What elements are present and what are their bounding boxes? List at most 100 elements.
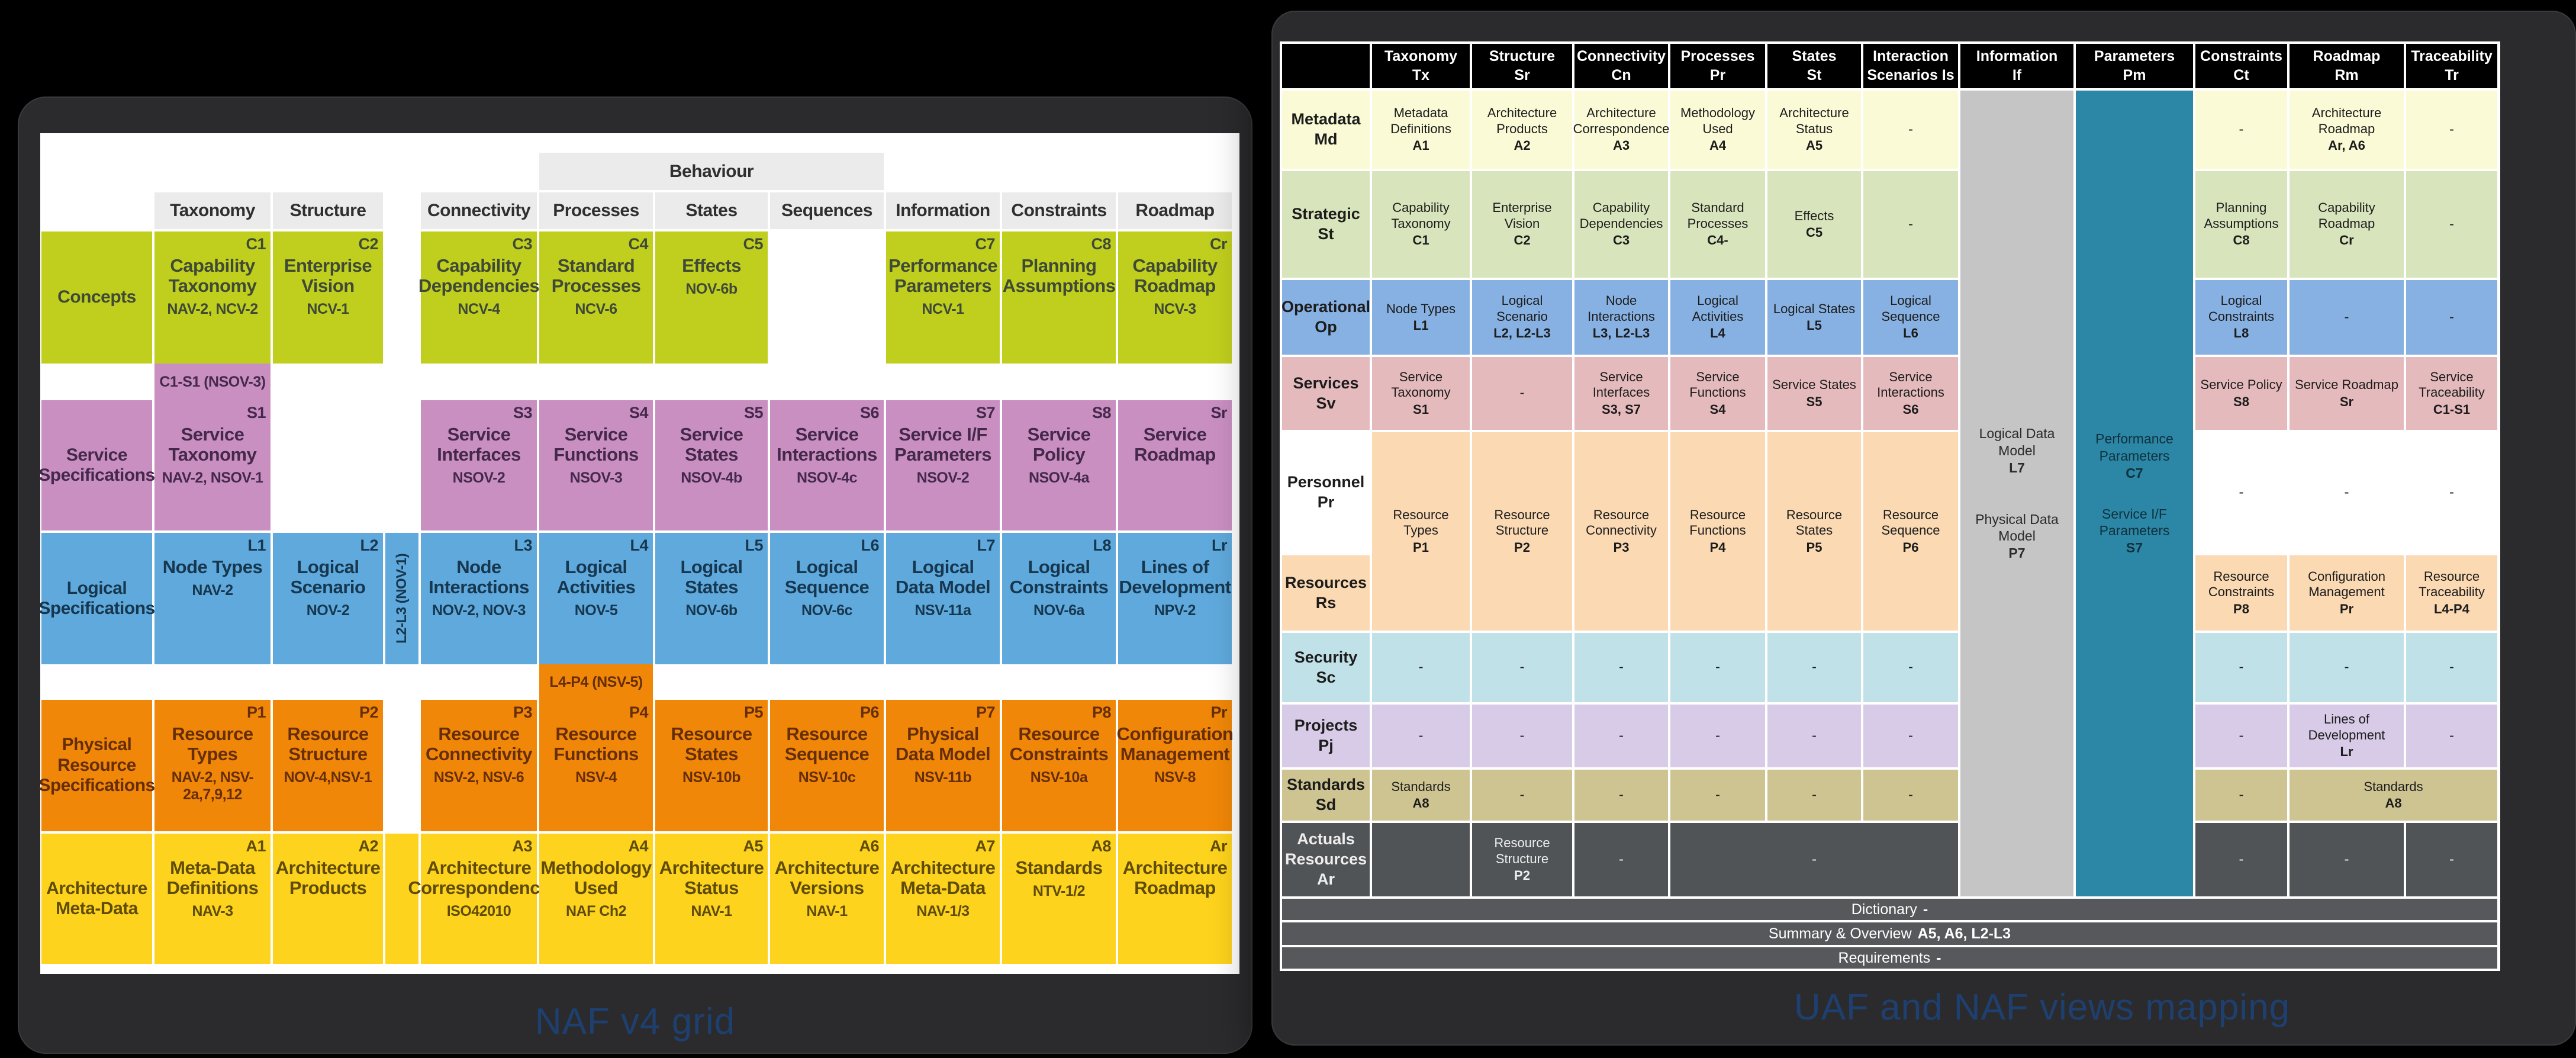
right-col-header-constraints: Constraints Ct — [2195, 44, 2287, 88]
cell-title: Capability Dependencies — [418, 255, 540, 297]
left-cell-service-sequences: S6 Service Interactions NSOV-4c — [770, 400, 884, 530]
cell-code: S5 — [743, 404, 764, 422]
right-cell-pj-constraints: - — [2195, 705, 2287, 767]
cell-code: L1 — [247, 536, 266, 554]
cell-title: Resource Connectivity — [1586, 507, 1657, 538]
left-col-header-sequences: Sequences — [770, 192, 884, 229]
footer-codes: - — [1923, 901, 1928, 918]
cell-title: Service Policy — [2200, 377, 2282, 393]
cell-code: C8 — [2233, 233, 2250, 248]
right-cell-op-roadmap: - — [2290, 280, 2404, 355]
header-name: States — [1792, 48, 1837, 65]
cell-code: P7 — [975, 703, 996, 721]
left-cell-service-taxonomy: S1 Service Taxonomy NAV-2, NSOV-1 — [154, 400, 271, 530]
right-cell-sv-connectivity: Service Interfaces S3, S7 — [1574, 357, 1668, 430]
cell-code: P2 — [359, 703, 379, 721]
left-cell-physical-roadmap: Pr Configuration Management NSV-8 — [1117, 700, 1234, 831]
right-row-label-sv: Services Sv — [1282, 357, 1370, 430]
cell-code: P1 — [246, 703, 266, 721]
right-cell-sc-roadmap: - — [2290, 633, 2404, 702]
cell-code: S3 — [513, 404, 533, 422]
left-cell-meta-states: A5 Architecture Status NAV-1 — [655, 834, 768, 964]
right-cell-ar-constraints: - — [2195, 823, 2287, 896]
right-cell-op-taxonomy: Node Types L1 — [1372, 280, 1470, 355]
right-cell-sc-taxonomy: - — [1372, 633, 1470, 702]
cell-title: Service Interfaces — [437, 424, 521, 465]
right-cell-sd-constraints: - — [2195, 770, 2287, 821]
cell-subcode: NAV-2, NSOV-1 — [162, 469, 263, 487]
cell-title: Standard Processes — [1687, 200, 1749, 231]
cell-title: Enterprise Vision — [284, 255, 372, 297]
cell-code: S1 — [1413, 401, 1429, 417]
right-cell-md-traceability: - — [2406, 91, 2497, 169]
footer-codes: A5, A6, L2-L3 — [1917, 925, 2011, 942]
cell-title: Capability Roadmap — [1132, 255, 1218, 297]
cell-code: A8 — [1091, 837, 1111, 855]
right-cell-st-taxonomy: Capability Taxonomy C1 — [1372, 171, 1470, 278]
cell-code: A4 — [1709, 138, 1727, 153]
right-cell-sv-interaction: Service Interactions S6 — [1863, 357, 1958, 430]
left-row-label-meta: Architecture Meta-Data — [41, 834, 152, 964]
item-title: Service I/F Parameters — [2099, 506, 2170, 539]
cell-title: Node Types — [1386, 301, 1456, 316]
footer-codes: - — [1936, 949, 1941, 966]
uaf-naf-mapping-slide: Taxonomy Tx Structure Sr Connectivity Cn Proce… — [1271, 11, 2576, 1046]
right-cell-op-traceability: - — [2406, 280, 2497, 355]
uaf-naf-mapping-panel: Taxonomy Tx Structure Sr Connectivity Cn Proce… — [1280, 41, 2500, 971]
right-cell-sd-structure: - — [1472, 770, 1572, 821]
item-code: C7 — [2126, 465, 2143, 481]
cell-subcode: ISO42010 — [446, 903, 511, 920]
header-name: Processes — [1680, 48, 1755, 65]
cell-subcode: NOV-6b — [685, 602, 738, 619]
cell-title: Service Taxonomy — [1391, 369, 1451, 400]
right-header-corner — [1282, 44, 1370, 88]
left-cell-physical-states: P5 Resource States NSV-10b — [655, 700, 768, 831]
left-bridge-l4-p4: L4-P4 (NSV-5) — [539, 664, 653, 700]
right-row-label-pj: Projects Pj — [1282, 705, 1370, 767]
left-grid: Behaviour Taxonomy Structure Connectivity Pr… — [38, 133, 1239, 964]
behaviour-band: Behaviour — [539, 153, 884, 190]
footer-label: Requirements — [1838, 949, 1931, 966]
right-cell-pr-processes: Resource Functions P4 — [1670, 432, 1765, 631]
cell-subcode: NCV-3 — [1154, 301, 1196, 318]
cell-code: L2, L2-L3 — [1493, 326, 1551, 341]
left-cell-logical-states: L5 Logical States NOV-6b — [655, 533, 768, 664]
left-col-header-taxonomy: Taxonomy — [154, 192, 271, 229]
right-cell-md-constraints: - — [2195, 91, 2287, 169]
cell-code: S7 — [975, 404, 996, 422]
right-cell-op-constraints: Logical Constraints L8 — [2195, 280, 2287, 355]
cell-code: S8 — [2233, 394, 2249, 409]
right-footer-summary: Summary & Overview A5, A6, L2-L3 — [1282, 922, 2497, 945]
left-cell-concepts-processes: C4 Standard Processes NCV-6 — [539, 231, 653, 364]
right-row-label-ar: Actuals Resources Ar — [1282, 823, 1370, 896]
cell-subcode: NOV-5 — [574, 602, 618, 619]
cell-title: Resource Constraints — [2208, 568, 2275, 600]
left-cell-concepts-connectivity: C3 Capability Dependencies NCV-4 — [418, 231, 540, 364]
cell-code: Ar, A6 — [2328, 138, 2365, 153]
left-cell-meta-roadmap: Ar Architecture Roadmap — [1118, 834, 1232, 964]
cell-subcode: NAV-2, NSV-2a,7,9,12 — [171, 769, 254, 803]
cell-code: P4 — [629, 703, 649, 721]
naf-grid-slide: Behaviour Taxonomy Structure Connectivity Pr… — [18, 97, 1252, 1054]
cell-code: L8 — [1093, 536, 1111, 554]
cell-subcode: NPV-2 — [1154, 602, 1196, 619]
right-information-column: Logical Data Model L7 Physical Data Model P… — [1960, 91, 2073, 896]
cell-subcode: NAV-2, NCV-2 — [167, 301, 258, 318]
right-col-header-interaction: Interaction Scenarios Is — [1863, 44, 1958, 88]
cell-code: Ar — [1209, 837, 1228, 855]
cell-subcode: NSV-10b — [682, 769, 740, 786]
right-info-item-p7: Physical Data Model P7 — [1960, 511, 2073, 562]
right-row-label-sc: Security Sc — [1282, 633, 1370, 702]
right-cell-sv-processes: Service Functions S4 — [1670, 357, 1765, 430]
cell-code: L8 — [2233, 326, 2249, 341]
cell-code: L6 — [861, 536, 879, 554]
cell-title: Resource Constraints — [1009, 723, 1109, 765]
left-cell-concepts-constraints: C8 Planning Assumptions — [1002, 231, 1116, 364]
right-row-label-pr: Personnel Pr — [1282, 432, 1370, 553]
cell-title: Service I/F Parameters — [894, 424, 991, 465]
right-cell-ar-structure: Resource Structure P2 — [1472, 823, 1572, 896]
cell-code: C3 — [1612, 233, 1630, 248]
right-cell-sd-connectivity: - — [1574, 770, 1668, 821]
right-cell-md-roadmap: Architecture Roadmap Ar, A6 — [2290, 91, 2404, 169]
